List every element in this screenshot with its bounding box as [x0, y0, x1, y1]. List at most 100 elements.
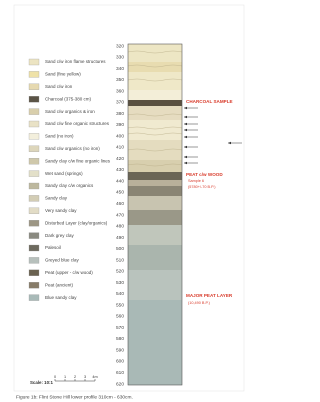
legend-swatch: [29, 84, 39, 90]
layer: [128, 270, 182, 300]
legend-swatch: [29, 195, 39, 201]
depth-label: 340: [116, 66, 124, 72]
legend-swatch: [29, 233, 39, 239]
depth-label: 350: [116, 77, 124, 83]
layer: [128, 186, 182, 196]
depth-label: 540: [116, 291, 124, 297]
legend-swatch: [29, 121, 39, 127]
legend-swatch: [29, 171, 39, 177]
legend-swatch: [29, 158, 39, 164]
depth-label: 330: [116, 55, 124, 61]
depth-label: 600: [116, 359, 124, 365]
profile-column: [128, 44, 182, 385]
depth-label: 510: [116, 257, 124, 263]
depth-label: 370: [116, 100, 124, 106]
layer: [128, 140, 182, 160]
legend-swatch: [29, 71, 39, 77]
legend-label: Greyed blue clay: [45, 258, 80, 263]
scale-tick-label: 4m: [92, 375, 97, 379]
page: {"legend":[ {"label":"Sand c/w iron flam…: [0, 0, 254, 402]
layer: [128, 245, 182, 270]
scale-tick-label: 1: [64, 375, 66, 379]
legend-label: Blue sandy clay: [45, 295, 77, 300]
legend-swatch: [29, 220, 39, 226]
depth-label: 520: [116, 269, 124, 275]
depth-label: 620: [116, 381, 124, 387]
legend-swatch: [29, 257, 39, 263]
layer: [128, 180, 182, 186]
depth-label: 570: [116, 325, 124, 331]
legend-swatch: [29, 133, 39, 139]
legend-label: Peat (ancient): [45, 282, 74, 287]
layer: [128, 90, 182, 100]
annotation: CHARCOAL SAMPLE: [186, 99, 233, 104]
legend-label: Sandy clay c/w organics: [45, 183, 94, 188]
scale-tick-label: 3: [84, 375, 86, 379]
depth-label: 320: [116, 43, 124, 49]
legend-label: Sand c/w iron flame structures: [45, 59, 106, 64]
legend-label: Very sandy clay: [45, 208, 77, 213]
caption: Figure 1b: Flint Stone Hill lower profil…: [16, 394, 133, 400]
depth-label: 480: [116, 224, 124, 230]
depth-label: 430: [116, 167, 124, 173]
depth-label: 530: [116, 280, 124, 286]
layer: [128, 210, 182, 225]
depth-label: 610: [116, 370, 124, 376]
scale-tick-label: 2: [74, 375, 76, 379]
depth-label: 400: [116, 133, 124, 139]
legend-label: Sandy clay c/w fine organic lines: [45, 158, 111, 163]
legend-swatch: [29, 96, 39, 102]
depth-label: 500: [116, 246, 124, 252]
annotation: PEAT c/w WOOD: [186, 172, 223, 177]
depth-label: 490: [116, 235, 124, 241]
legend-swatch: [29, 282, 39, 288]
legend-label: Palesoil: [45, 245, 61, 250]
depth-label: 470: [116, 212, 124, 218]
legend-label: Sand c/w iron: [45, 84, 73, 89]
annotation: Sample 6: [188, 179, 204, 183]
depth-label: 550: [116, 302, 124, 308]
legend-swatch: [29, 208, 39, 214]
legend-label: Sand c/w fine organic structures: [45, 121, 110, 126]
depth-label: 420: [116, 156, 124, 162]
legend-label: Charcoal (375-380 cm): [45, 96, 92, 101]
layer: [128, 120, 182, 140]
depth-label: 580: [116, 336, 124, 342]
legend-label: Sand (no iron): [45, 134, 74, 139]
legend-swatch: [29, 295, 39, 301]
depth-label: 440: [116, 178, 124, 184]
legend-label: Sandy clay: [45, 196, 68, 201]
legend-swatch: [29, 183, 39, 189]
legend-swatch: [29, 109, 39, 115]
depth-label: 360: [116, 88, 124, 94]
layer: [128, 196, 182, 210]
depth-label: 590: [116, 347, 124, 353]
annotation: (5780+/-70 B.P.): [188, 185, 216, 189]
layer: [128, 100, 182, 106]
scale-tick-label: 0: [54, 375, 56, 379]
legend-label: Wet sand (springs): [45, 171, 83, 176]
layer: [128, 106, 182, 120]
legend-swatch: [29, 245, 39, 251]
layer: [128, 225, 182, 245]
depth-label: 410: [116, 145, 124, 151]
depth-label: 380: [116, 111, 124, 117]
scale-label: Scale: 10:1: [30, 380, 54, 385]
legend-label: Peat (upper - c/w wood): [45, 270, 93, 275]
legend-swatch: [29, 270, 39, 276]
layer: [128, 300, 182, 385]
legend-label: Sand (fine yellow): [45, 72, 81, 77]
depth-label: 560: [116, 314, 124, 320]
depth-label: 460: [116, 201, 124, 207]
legend-swatch: [29, 146, 39, 152]
legend-label: Sand c/w organics (no iron): [45, 146, 100, 151]
depth-label: 450: [116, 190, 124, 196]
depth-label: 390: [116, 122, 124, 128]
annotation: MAJOR PEAT LAYER: [186, 293, 233, 298]
legend-swatch: [29, 59, 39, 65]
layer: [128, 172, 182, 180]
legend-label: Dark grey clay: [45, 233, 75, 238]
legend-label: Disturbed Layer (clay/organics): [45, 220, 108, 225]
figure: Sand c/w iron flame structures Sand (fine…: [0, 0, 254, 402]
legend-label: Sand c/w organics & iron: [45, 109, 95, 114]
